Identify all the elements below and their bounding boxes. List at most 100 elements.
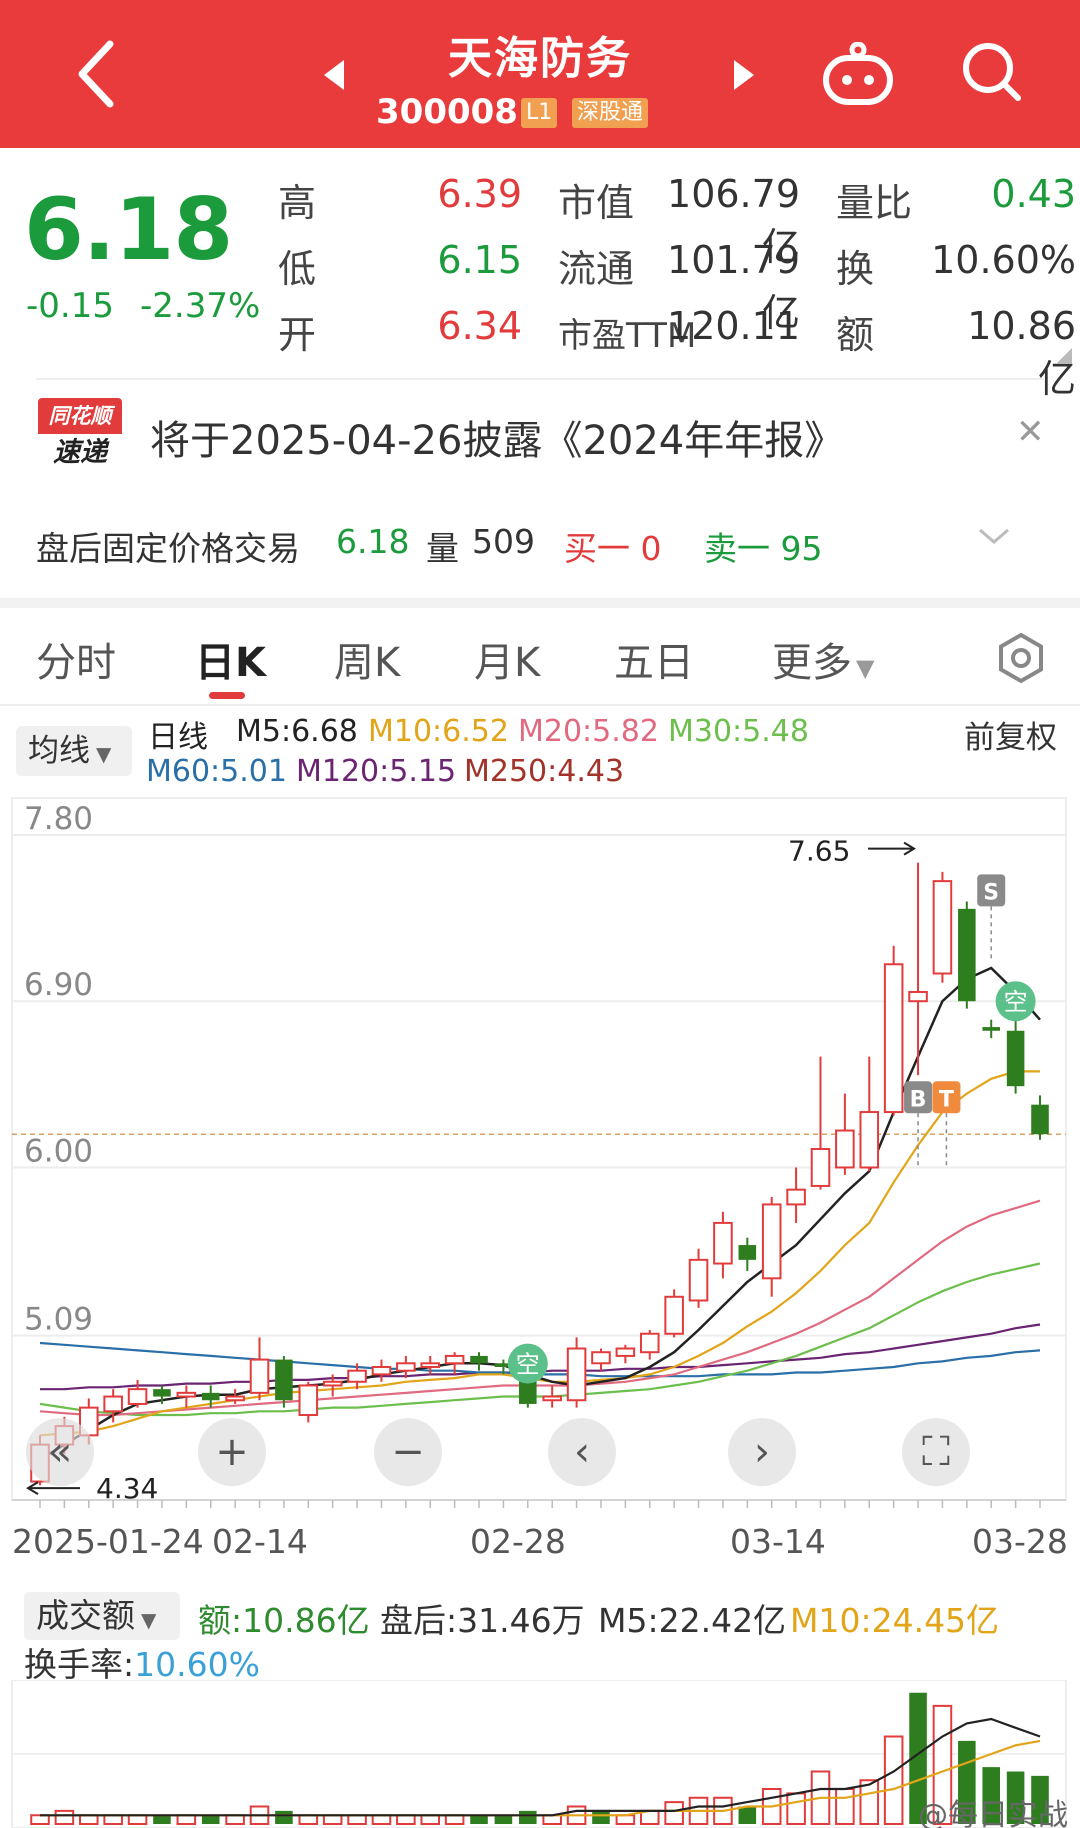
- forward-adjust-toggle[interactable]: 前复权: [964, 720, 1057, 756]
- price-change: -0.15: [26, 286, 114, 326]
- x-tick-label: 02-28: [470, 1522, 566, 1561]
- volume-bar: [420, 1814, 441, 1825]
- candle-body: [542, 1395, 562, 1402]
- volume-bar: [738, 1806, 757, 1824]
- short-marker-1-text: 空: [516, 1351, 540, 1379]
- low-arrow-head: [26, 1481, 39, 1495]
- prev-icon[interactable]: [548, 1418, 616, 1487]
- chevron-down-icon[interactable]: [976, 524, 1012, 548]
- candle-body: [470, 1355, 488, 1364]
- x-tick-label: 2025-01-24: [12, 1522, 204, 1561]
- volume-bar: [1031, 1775, 1049, 1824]
- ma-m120: M120:5.15: [296, 754, 457, 789]
- ma-m20: M20:5.82: [518, 714, 659, 749]
- dropdown-triangle-icon: ▼: [856, 654, 875, 682]
- settings-gear-icon[interactable]: [995, 632, 1047, 684]
- y-tick-label: 5.09: [24, 1302, 93, 1338]
- rewind-icon[interactable]: [26, 1418, 94, 1487]
- candle-body: [664, 1295, 684, 1335]
- volume-ma5-line: [40, 1717, 1041, 1817]
- search-icon[interactable]: [960, 40, 1024, 104]
- fullscreen-icon[interactable]: [902, 1418, 970, 1487]
- volume-bar: [470, 1815, 488, 1824]
- x-tick-label: 03-14: [730, 1522, 826, 1561]
- close-icon[interactable]: ✕: [1016, 412, 1045, 452]
- tab-intraday[interactable]: 分时: [36, 640, 116, 686]
- ma-m5: M5:6.68: [236, 714, 358, 749]
- candle-body: [591, 1351, 611, 1365]
- zoom-out-icon[interactable]: [374, 1418, 442, 1487]
- low-value: 6.15: [437, 238, 522, 282]
- market-cap-value: 106.79亿: [667, 172, 800, 269]
- prev-icon-glyph: ‹: [574, 1429, 590, 1475]
- candle-body: [713, 1221, 733, 1265]
- candle-body: [859, 1111, 880, 1169]
- volume-indicator-selector[interactable]: 成交额 ▼: [24, 1592, 180, 1640]
- stock-code: 300008: [376, 92, 518, 132]
- amount-label: 额: [836, 313, 875, 357]
- ma-line-m20: [39, 1199, 1041, 1417]
- rewind-icon-glyph: «: [48, 1429, 72, 1475]
- candle-body: [396, 1362, 416, 1372]
- next-stock-icon[interactable]: [732, 58, 756, 92]
- turnover-rate-label: 换手率:: [24, 1645, 135, 1684]
- candle-body: [153, 1389, 171, 1397]
- notice-text[interactable]: 将于2025-04-26披露《2024年年报》: [150, 418, 845, 464]
- candle-body: [275, 1359, 293, 1401]
- indicator-selector[interactable]: 均线 ▼: [16, 726, 132, 776]
- after-hours-volume: 509: [472, 522, 535, 561]
- level1-badge: L1: [521, 98, 558, 128]
- volume-chart[interactable]: [0, 1680, 1080, 1828]
- top-bar: 天海防务 300008 L1 深股通: [0, 0, 1080, 148]
- previous-stock-icon[interactable]: [322, 58, 346, 92]
- volume-bar: [30, 1814, 50, 1825]
- candle-body: [982, 1027, 1000, 1031]
- zoom-in-icon[interactable]: [198, 1418, 266, 1487]
- dropdown-triangle-icon: ▼: [141, 1608, 157, 1632]
- candle-body: [420, 1362, 441, 1368]
- fullscreen-icon-glyph: ⛶: [922, 1429, 950, 1475]
- next-icon-glyph: ›: [754, 1429, 770, 1475]
- next-icon[interactable]: [728, 1418, 796, 1487]
- tab-daily-k[interactable]: 日K: [195, 640, 266, 686]
- tab-five-day[interactable]: 五日: [614, 640, 694, 686]
- robot-assistant-icon[interactable]: [822, 42, 894, 106]
- tab-more[interactable]: 更多 ▼: [772, 630, 874, 688]
- zoom-out-icon-glyph: −: [391, 1429, 425, 1475]
- volume-bar: [932, 1704, 953, 1825]
- volume-bar: [79, 1814, 99, 1825]
- turnover-label: 换: [836, 247, 875, 291]
- x-tick-label: 02-14: [212, 1522, 308, 1561]
- volume-bar: [519, 1810, 537, 1824]
- volume-bar: [542, 1814, 562, 1825]
- pe-ttm-label: 市盈TTM: [558, 316, 697, 356]
- expand-corner-icon[interactable]: [1056, 348, 1072, 364]
- amount-value: 10.86亿: [967, 304, 1076, 401]
- volume-m5: M5:22.42亿: [598, 1601, 787, 1640]
- candle-body: [566, 1347, 587, 1402]
- short-marker-2-text: 空: [1004, 988, 1028, 1016]
- volume-bar: [225, 1814, 245, 1825]
- volume-bar: [371, 1814, 392, 1825]
- candle-body: [1006, 1030, 1025, 1087]
- volume-bar: [176, 1814, 197, 1825]
- pe-ttm-value: 120.11: [667, 304, 800, 348]
- indicator-selector-label: 均线: [28, 733, 90, 769]
- ma-m250: M250:4.43: [464, 754, 625, 789]
- tab-monthly-k[interactable]: 月K: [474, 640, 541, 686]
- x-tick-label: 03-28: [972, 1522, 1068, 1561]
- y-tick-label: 7.80: [24, 801, 93, 837]
- divider: [36, 378, 1044, 380]
- volume-bar: [982, 1767, 1000, 1824]
- volume-bar: [883, 1735, 904, 1825]
- volume-amount: 额:10.86亿: [198, 1601, 370, 1640]
- candle-body: [932, 880, 953, 975]
- ask1: 卖一 95: [704, 529, 823, 568]
- back-arrow-icon[interactable]: [70, 36, 124, 112]
- tab-more-label: 更多: [772, 640, 852, 686]
- candle-body: [444, 1354, 465, 1365]
- ma-line-m30: [39, 1262, 1041, 1417]
- period-label: 日线: [148, 720, 208, 755]
- tab-weekly-k[interactable]: 周K: [334, 640, 401, 686]
